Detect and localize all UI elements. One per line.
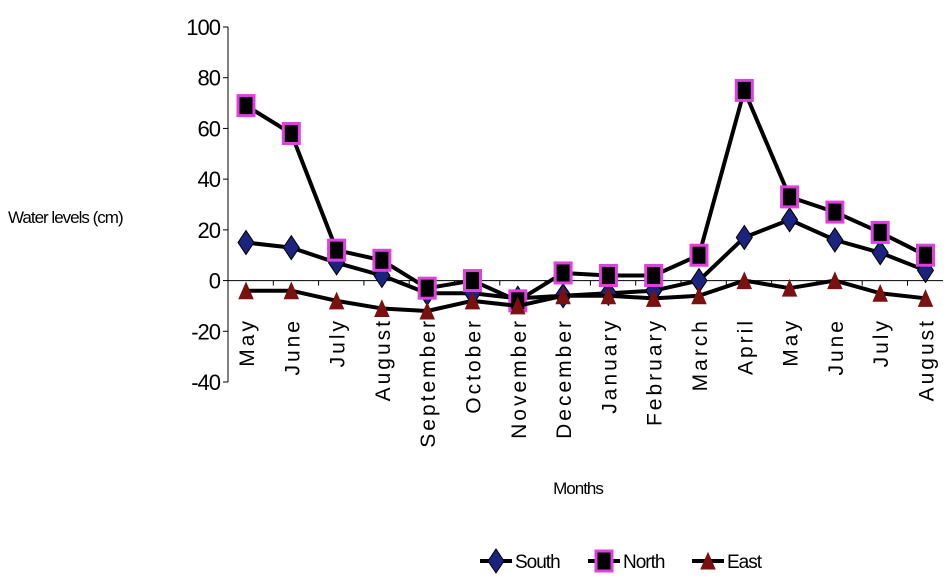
data-point — [736, 271, 753, 290]
x-tick-label: August — [372, 318, 395, 401]
data-point — [780, 206, 799, 233]
x-tick-label: May — [780, 318, 803, 367]
data-point — [700, 551, 716, 570]
data-point — [372, 248, 392, 272]
x-tick-label: January — [598, 318, 621, 414]
legend-item-north: North — [588, 549, 666, 573]
x-tick-label: August — [916, 318, 939, 401]
y-tick-label: 0 — [209, 269, 221, 294]
series-east — [238, 271, 934, 320]
data-point — [327, 238, 347, 262]
legend: South North East — [480, 548, 764, 574]
data-point — [644, 264, 664, 287]
x-tick-label: November — [508, 318, 531, 439]
data-point — [735, 224, 753, 251]
data-point — [689, 243, 709, 267]
series-north — [236, 78, 935, 313]
data-point — [419, 301, 435, 320]
x-axis-title: Months — [553, 479, 603, 498]
x-tick-label: December — [553, 318, 576, 439]
y-axis-title: Water levels (cm) — [8, 208, 123, 227]
data-point — [553, 261, 573, 285]
y-tick-label: 100 — [186, 15, 220, 40]
data-point — [645, 289, 662, 307]
data-point — [691, 286, 707, 305]
x-tick-label: April — [734, 318, 757, 375]
x-axis: May June July August September October Novembe… — [227, 280, 943, 448]
legend-label: South — [515, 552, 560, 573]
data-point — [328, 291, 345, 310]
y-tick-label: -20 — [191, 319, 221, 344]
data-point — [781, 278, 798, 297]
series-line — [245, 217, 927, 301]
x-tick-label: September — [417, 318, 440, 448]
x-tick-label: February — [644, 318, 667, 426]
data-point — [282, 234, 300, 261]
x-tick-label: October — [463, 318, 486, 414]
data-point — [598, 264, 618, 287]
series-line — [246, 278, 926, 313]
data-point — [283, 281, 300, 300]
data-point — [487, 548, 505, 574]
data-point — [780, 185, 800, 209]
data-point — [417, 276, 437, 300]
data-point — [374, 299, 390, 317]
x-tick-label: July — [870, 318, 893, 367]
data-point — [825, 200, 845, 224]
series-line — [244, 88, 927, 303]
y-tick-label: 60 — [198, 116, 221, 141]
data-point — [236, 94, 256, 118]
data-point — [281, 122, 301, 145]
y-tick-label: 80 — [198, 66, 221, 91]
data-point — [463, 269, 482, 293]
x-tick-label: March — [689, 318, 712, 391]
data-point — [464, 291, 481, 310]
data-point — [510, 296, 526, 315]
data-point — [237, 229, 255, 256]
legend-item-south: South — [480, 548, 561, 574]
y-tick-label: 20 — [198, 218, 221, 243]
data-point — [871, 239, 889, 266]
data-point — [872, 284, 888, 302]
legend-label: East — [727, 552, 763, 573]
x-tick-label: May — [236, 318, 259, 367]
x-tick-label: June — [825, 318, 848, 376]
x-tick-label: June — [281, 318, 304, 376]
data-point — [734, 78, 754, 102]
legend-label: North — [623, 552, 665, 573]
y-tick-label: 40 — [198, 167, 221, 192]
data-point — [594, 549, 614, 573]
x-tick-label: July — [327, 318, 350, 367]
data-point — [600, 286, 617, 305]
data-point — [238, 281, 254, 300]
data-point — [870, 220, 890, 244]
legend-item-east: East — [692, 551, 764, 573]
y-axis: 100 80 60 40 20 0 -20 -40 — [186, 15, 229, 395]
data-point — [826, 227, 844, 253]
series-layer — [236, 78, 935, 320]
data-point — [917, 289, 934, 307]
data-point — [916, 243, 935, 267]
data-point — [555, 286, 571, 305]
data-point — [827, 271, 843, 290]
y-tick-label: -40 — [191, 370, 221, 395]
